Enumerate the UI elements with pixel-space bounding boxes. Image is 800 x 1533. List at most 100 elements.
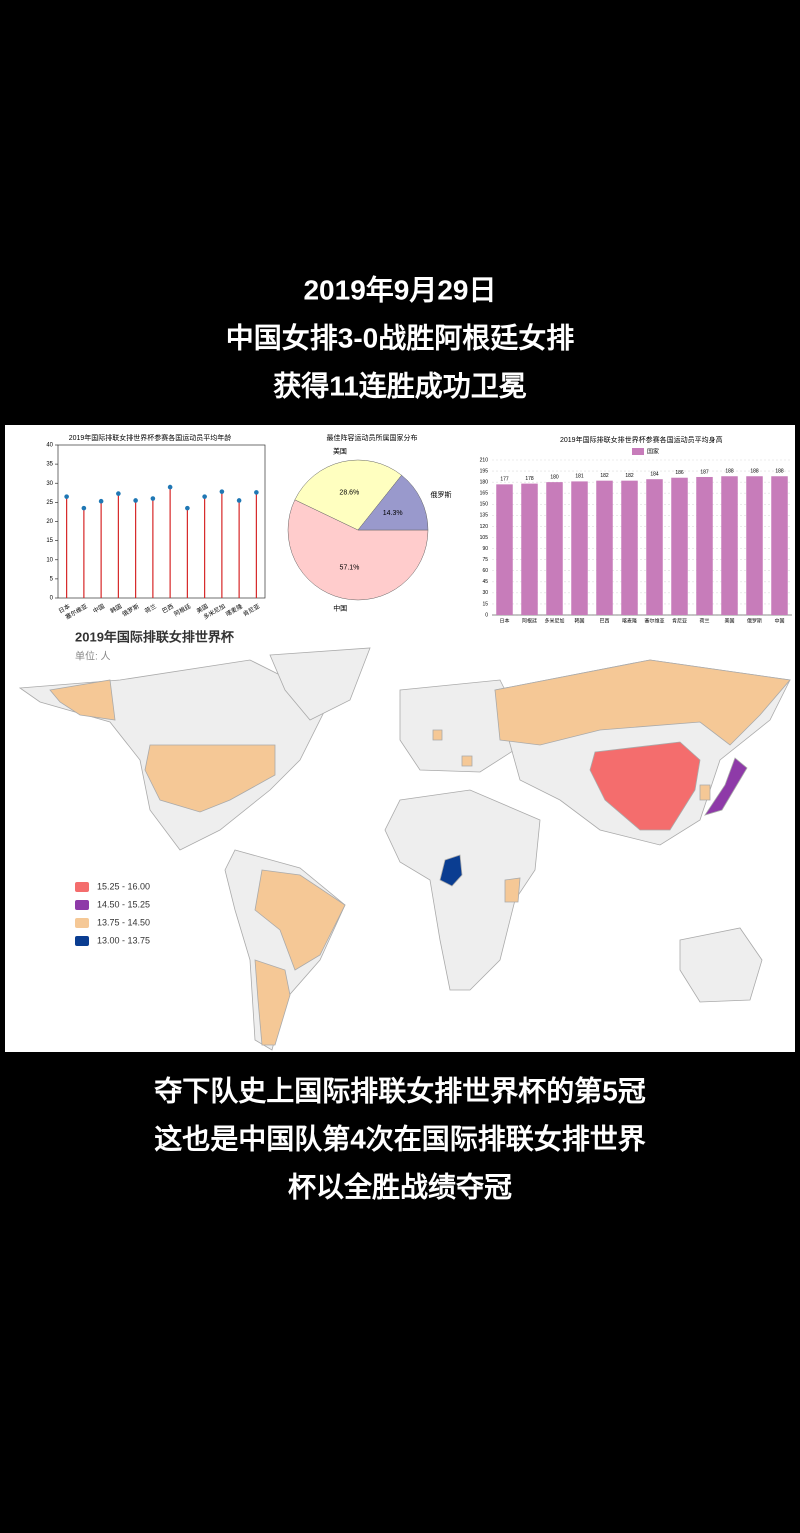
slice-value: 14.3% bbox=[383, 510, 403, 517]
y-tick-label: 30 bbox=[46, 481, 53, 487]
marker bbox=[185, 505, 190, 511]
slice-label: 中国 bbox=[333, 603, 347, 612]
x-tick-label: 韩国 bbox=[574, 617, 584, 624]
slice-value: 28.6% bbox=[339, 489, 359, 496]
x-tick-label: 巴西 bbox=[599, 618, 609, 624]
marker bbox=[167, 484, 173, 490]
pie-slice bbox=[357, 474, 429, 531]
x-tick-label: 中国 bbox=[774, 617, 784, 624]
bar-value: 184 bbox=[650, 472, 659, 478]
bar bbox=[746, 476, 763, 615]
bar bbox=[771, 476, 788, 615]
country bbox=[699, 784, 711, 801]
bar bbox=[721, 476, 738, 615]
y-tick-label: 75 bbox=[482, 557, 488, 563]
slice-label: 俄罗斯 bbox=[431, 490, 452, 499]
land bbox=[384, 789, 541, 991]
y-tick-label: 60 bbox=[482, 568, 488, 574]
bar bbox=[521, 483, 538, 615]
bar-value: 182 bbox=[625, 473, 634, 479]
caption: 2019年9月29日 bbox=[303, 273, 496, 305]
y-tick-label: 195 bbox=[480, 468, 489, 474]
bar-value: 180 bbox=[550, 474, 559, 480]
land bbox=[679, 927, 763, 1003]
country bbox=[432, 729, 443, 741]
caption: 获得11连胜成功卫冕 bbox=[273, 370, 527, 401]
marker bbox=[150, 496, 156, 501]
y-tick-label: 165 bbox=[480, 491, 489, 497]
legend-label: 13.00 - 13.75 bbox=[97, 935, 150, 945]
y-tick-label: 35 bbox=[46, 462, 53, 468]
bar-value: 182 bbox=[600, 473, 609, 479]
marker bbox=[64, 494, 69, 499]
map-title: 2019年国际排联女排世界杯 bbox=[75, 629, 235, 644]
y-tick-label: 150 bbox=[480, 502, 489, 508]
caption: 中国女排3-0战胜阿根廷女排 bbox=[226, 321, 574, 353]
y-tick-label: 10 bbox=[46, 557, 53, 563]
slice-label: 美国 bbox=[333, 446, 347, 455]
bar bbox=[696, 476, 713, 615]
bar bbox=[571, 481, 588, 615]
marker bbox=[254, 490, 259, 495]
y-tick-label: 30 bbox=[482, 590, 488, 596]
y-tick-label: 135 bbox=[480, 513, 489, 519]
x-tick-label: 日本 bbox=[499, 617, 509, 624]
marker bbox=[81, 505, 87, 511]
country bbox=[144, 744, 276, 813]
y-tick-label: 45 bbox=[482, 579, 488, 585]
country bbox=[504, 877, 521, 903]
bar bbox=[546, 482, 563, 615]
y-tick-label: 40 bbox=[46, 443, 53, 449]
land bbox=[269, 647, 371, 721]
caption: 夺下队史上国际排联女排世界杯的第5冠 bbox=[154, 1074, 646, 1106]
x-tick-label: 荷兰 bbox=[699, 617, 709, 624]
bar-value: 187 bbox=[700, 469, 709, 475]
y-tick-label: 15 bbox=[482, 601, 488, 607]
y-tick-label: 0 bbox=[485, 612, 488, 618]
bar-value: 178 bbox=[525, 476, 534, 482]
country bbox=[439, 854, 463, 887]
y-tick-label: 0 bbox=[50, 596, 54, 602]
x-tick-label: 多米尼加 bbox=[544, 617, 564, 624]
legend-swatch bbox=[75, 936, 89, 946]
bar-value: 188 bbox=[775, 469, 784, 475]
marker bbox=[98, 498, 104, 504]
y-tick-label: 90 bbox=[482, 546, 488, 552]
bar bbox=[596, 480, 613, 615]
y-tick-label: 105 bbox=[480, 535, 489, 541]
bar-value: 186 bbox=[675, 470, 684, 476]
bar-value: 188 bbox=[725, 469, 734, 475]
legend-swatch bbox=[632, 448, 644, 455]
legend-label: 13.75 - 14.50 bbox=[97, 917, 150, 927]
legend-label: 15.25 - 16.00 bbox=[97, 881, 150, 891]
bar-value: 177 bbox=[500, 477, 509, 483]
x-tick-label: 肯尼亚 bbox=[672, 617, 687, 624]
y-tick-label: 15 bbox=[46, 538, 53, 544]
marker bbox=[133, 498, 138, 503]
legend-label: 国家 bbox=[647, 448, 659, 456]
country bbox=[589, 741, 701, 831]
x-tick-label: 塞尔维亚 bbox=[644, 617, 664, 624]
bar bbox=[671, 477, 688, 615]
country bbox=[254, 869, 346, 971]
bar bbox=[621, 480, 638, 615]
marker bbox=[219, 489, 225, 494]
bar-value: 188 bbox=[750, 469, 759, 475]
bar bbox=[496, 484, 513, 615]
y-tick-label: 210 bbox=[480, 457, 489, 463]
marker bbox=[116, 491, 121, 496]
map-subtitle: 单位: 人 bbox=[75, 650, 111, 663]
bar-value: 181 bbox=[575, 474, 584, 480]
y-tick-label: 20 bbox=[46, 519, 53, 525]
legend-label: 14.50 - 15.25 bbox=[97, 899, 150, 909]
chart-title: 2019年国际排联女排世界杯参赛各国运动员平均身高 bbox=[560, 435, 723, 444]
y-tick-label: 120 bbox=[480, 524, 489, 530]
country bbox=[49, 679, 116, 721]
y-tick-label: 5 bbox=[50, 576, 54, 582]
marker bbox=[202, 494, 207, 499]
x-tick-label: 美国 bbox=[724, 617, 734, 624]
x-tick-label: 喀麦隆 bbox=[622, 617, 637, 624]
country bbox=[494, 659, 791, 746]
x-tick-label: 俄罗斯 bbox=[747, 617, 762, 624]
